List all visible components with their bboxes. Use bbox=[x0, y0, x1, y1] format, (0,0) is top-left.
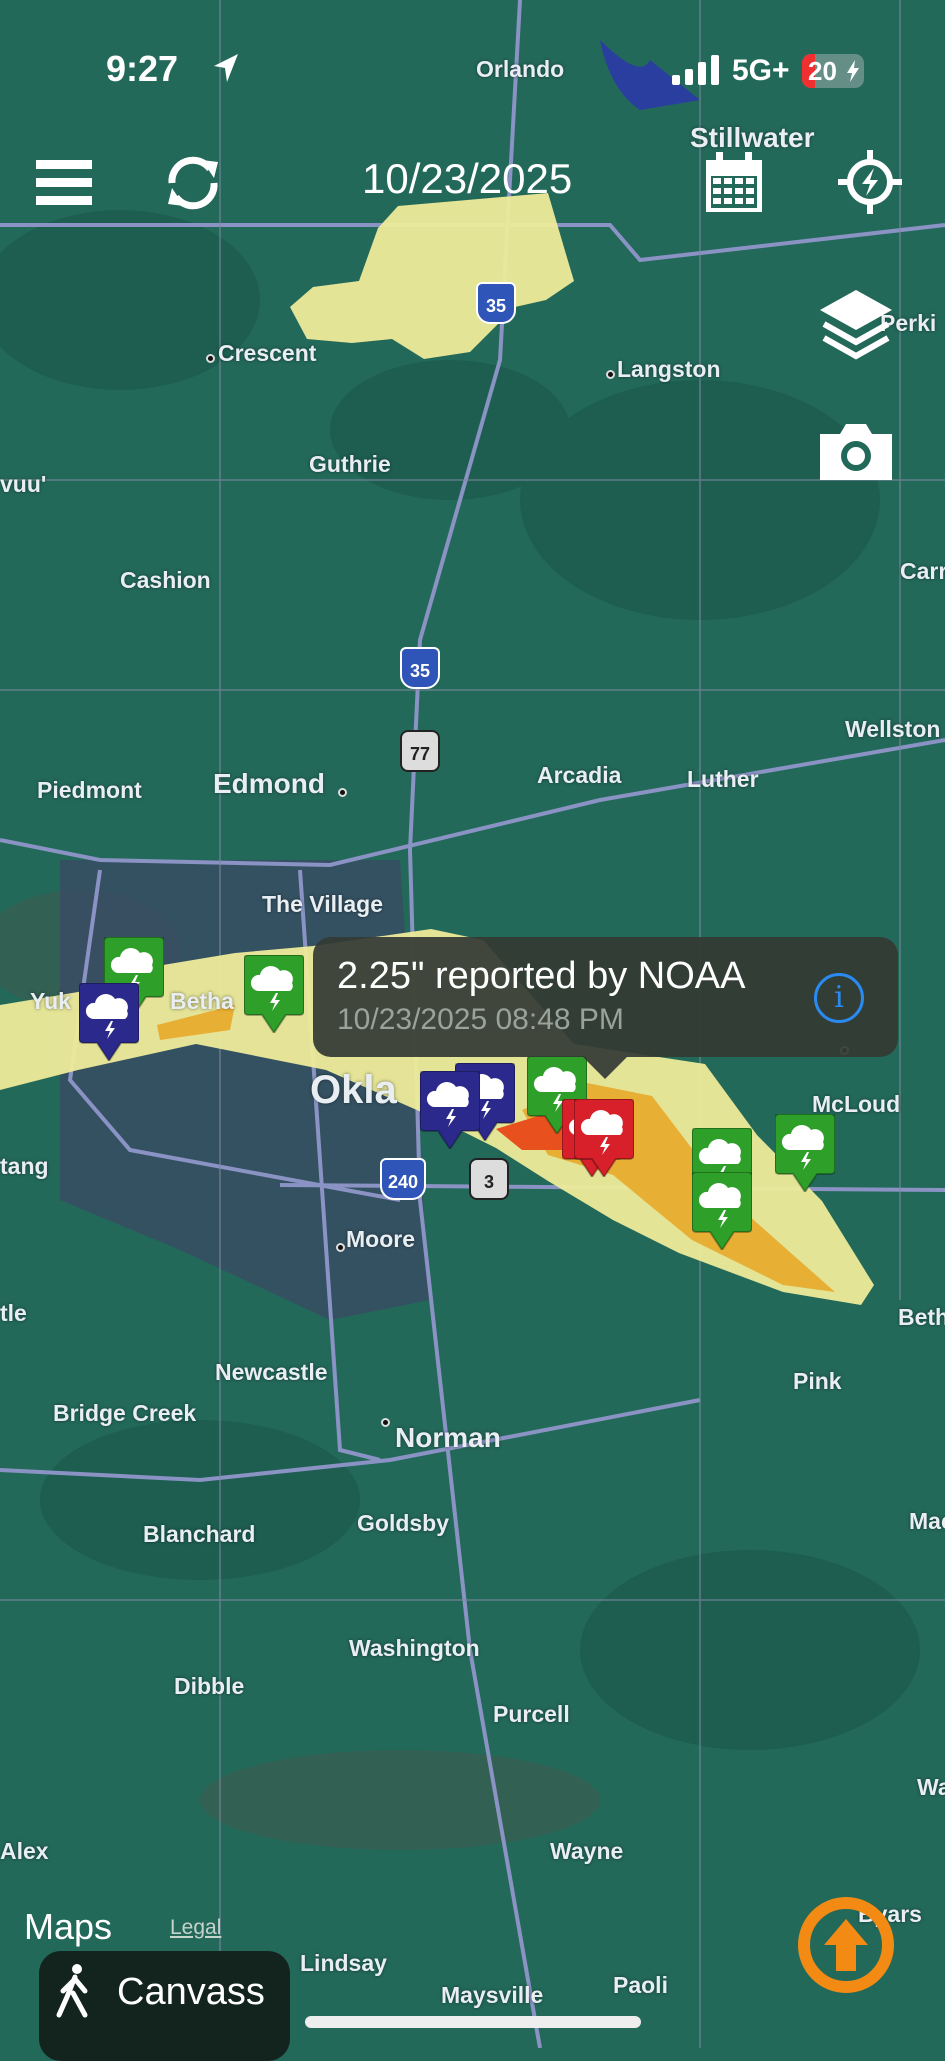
recenter-button[interactable] bbox=[798, 1897, 894, 1993]
place-label: Lindsay bbox=[300, 1950, 387, 1976]
apple-maps-logo: Maps bbox=[24, 1906, 112, 1948]
lake bbox=[600, 40, 700, 110]
canvass-label: Canvass bbox=[117, 1971, 265, 2013]
place-label: Cashion bbox=[120, 567, 211, 593]
storm-cloud-icon bbox=[574, 1099, 634, 1177]
location-arrow-icon bbox=[214, 54, 238, 82]
legal-link[interactable]: Legal bbox=[170, 1916, 222, 1939]
place-label: Mac bbox=[909, 1508, 945, 1534]
town-dot bbox=[606, 370, 615, 379]
interstate-shield: 35 bbox=[400, 647, 440, 689]
place-label: Yuk bbox=[30, 988, 71, 1014]
arrow-up-icon bbox=[824, 1919, 868, 1971]
place-label: Orlando bbox=[476, 56, 565, 82]
place-label: Beth bbox=[898, 1304, 945, 1330]
interstate-shield: 240 bbox=[380, 1158, 426, 1200]
place-label: Perki bbox=[880, 310, 937, 336]
walking-icon bbox=[56, 1964, 88, 2018]
storm-cloud-icon bbox=[420, 1071, 480, 1149]
hail-swath-orange bbox=[157, 1005, 835, 1292]
selected-date[interactable]: 10/23/2025 bbox=[362, 155, 573, 202]
hail-report-popup[interactable]: 2.25" reported by NOAA 10/23/2025 08:48 … bbox=[313, 937, 898, 1079]
place-label: Blanchard bbox=[143, 1521, 256, 1547]
place-label: Maysville bbox=[441, 1982, 544, 2008]
place-label: Guthrie bbox=[309, 451, 391, 477]
place-label: Wayne bbox=[550, 1838, 624, 1864]
calendar-icon[interactable] bbox=[706, 152, 762, 212]
place-label: Luther bbox=[687, 766, 759, 792]
place-label: Norman bbox=[395, 1422, 501, 1453]
hail-report-marker-selected[interactable] bbox=[574, 1099, 634, 1177]
hail-report-marker[interactable] bbox=[692, 1172, 752, 1250]
canvass-button[interactable]: Canvass bbox=[39, 1951, 290, 2061]
place-label: Alex bbox=[0, 1838, 49, 1864]
info-icon[interactable]: i bbox=[814, 973, 864, 1023]
status-time: 9:27 bbox=[106, 48, 179, 89]
place-label: Edmond bbox=[213, 768, 325, 799]
storm-cloud-icon bbox=[692, 1172, 752, 1250]
place-label: Goldsby bbox=[357, 1510, 450, 1536]
state-route-shield: 3 bbox=[469, 1158, 509, 1200]
place-label: Okla bbox=[310, 1068, 397, 1112]
hail-swath-north bbox=[290, 193, 574, 359]
place-label: tang bbox=[0, 1153, 49, 1179]
menu-icon[interactable] bbox=[36, 160, 92, 206]
hail-report-marker[interactable] bbox=[420, 1071, 480, 1149]
charging-icon bbox=[847, 60, 859, 82]
place-label: Pink bbox=[793, 1368, 842, 1394]
place-label: Bridge Creek bbox=[53, 1400, 197, 1426]
maps-logo-text: Maps bbox=[24, 1906, 113, 1947]
storm-cloud-icon bbox=[244, 955, 304, 1033]
town-dot bbox=[381, 1418, 390, 1427]
place-label: Wellston bbox=[845, 716, 941, 742]
popup-timestamp: 10/23/2025 08:48 PM bbox=[337, 1003, 624, 1036]
battery-indicator: 20 bbox=[802, 54, 864, 88]
signal-icon bbox=[672, 55, 719, 85]
town-dot bbox=[338, 788, 347, 797]
hail-report-marker[interactable] bbox=[79, 983, 139, 1061]
layers-icon[interactable] bbox=[818, 288, 894, 360]
town-dot bbox=[336, 1243, 345, 1252]
place-label: Wane bbox=[917, 1774, 945, 1800]
place-label: The Village bbox=[262, 891, 384, 917]
home-indicator[interactable] bbox=[305, 2016, 641, 2028]
lightning-compass-icon[interactable] bbox=[838, 150, 902, 214]
place-label: Arcadia bbox=[537, 762, 622, 788]
place-label: Crescent bbox=[218, 340, 317, 366]
place-label: tle bbox=[0, 1300, 27, 1326]
us-route-shield: 77 bbox=[400, 730, 440, 772]
place-label: Purcell bbox=[493, 1701, 570, 1727]
place-label: vuu' bbox=[0, 471, 47, 497]
place-label: Dibble bbox=[174, 1673, 245, 1699]
hail-report-marker[interactable] bbox=[775, 1114, 835, 1192]
storm-cloud-icon bbox=[79, 983, 139, 1061]
network-type: 5G+ bbox=[732, 54, 790, 87]
place-label: Piedmont bbox=[37, 777, 142, 803]
place-label: Carr bbox=[900, 558, 945, 584]
place-label: McLoud bbox=[812, 1091, 901, 1117]
place-label: Newcastle bbox=[215, 1359, 328, 1385]
storm-cloud-icon bbox=[775, 1114, 835, 1192]
place-label: Betha bbox=[170, 988, 234, 1014]
place-label: Washington bbox=[349, 1635, 480, 1661]
place-label: Stillwater bbox=[690, 122, 815, 153]
hail-report-marker[interactable] bbox=[244, 955, 304, 1033]
place-label: Moore bbox=[346, 1226, 415, 1252]
camera-icon[interactable] bbox=[816, 420, 896, 482]
place-label: Langston bbox=[617, 356, 721, 382]
interstate-shield: 35 bbox=[476, 282, 516, 324]
town-dot bbox=[206, 354, 215, 363]
battery-level: 20 bbox=[808, 56, 837, 86]
popup-title: 2.25" reported by NOAA bbox=[337, 955, 746, 997]
place-label: Paoli bbox=[613, 1972, 668, 1998]
refresh-icon[interactable] bbox=[162, 152, 224, 214]
